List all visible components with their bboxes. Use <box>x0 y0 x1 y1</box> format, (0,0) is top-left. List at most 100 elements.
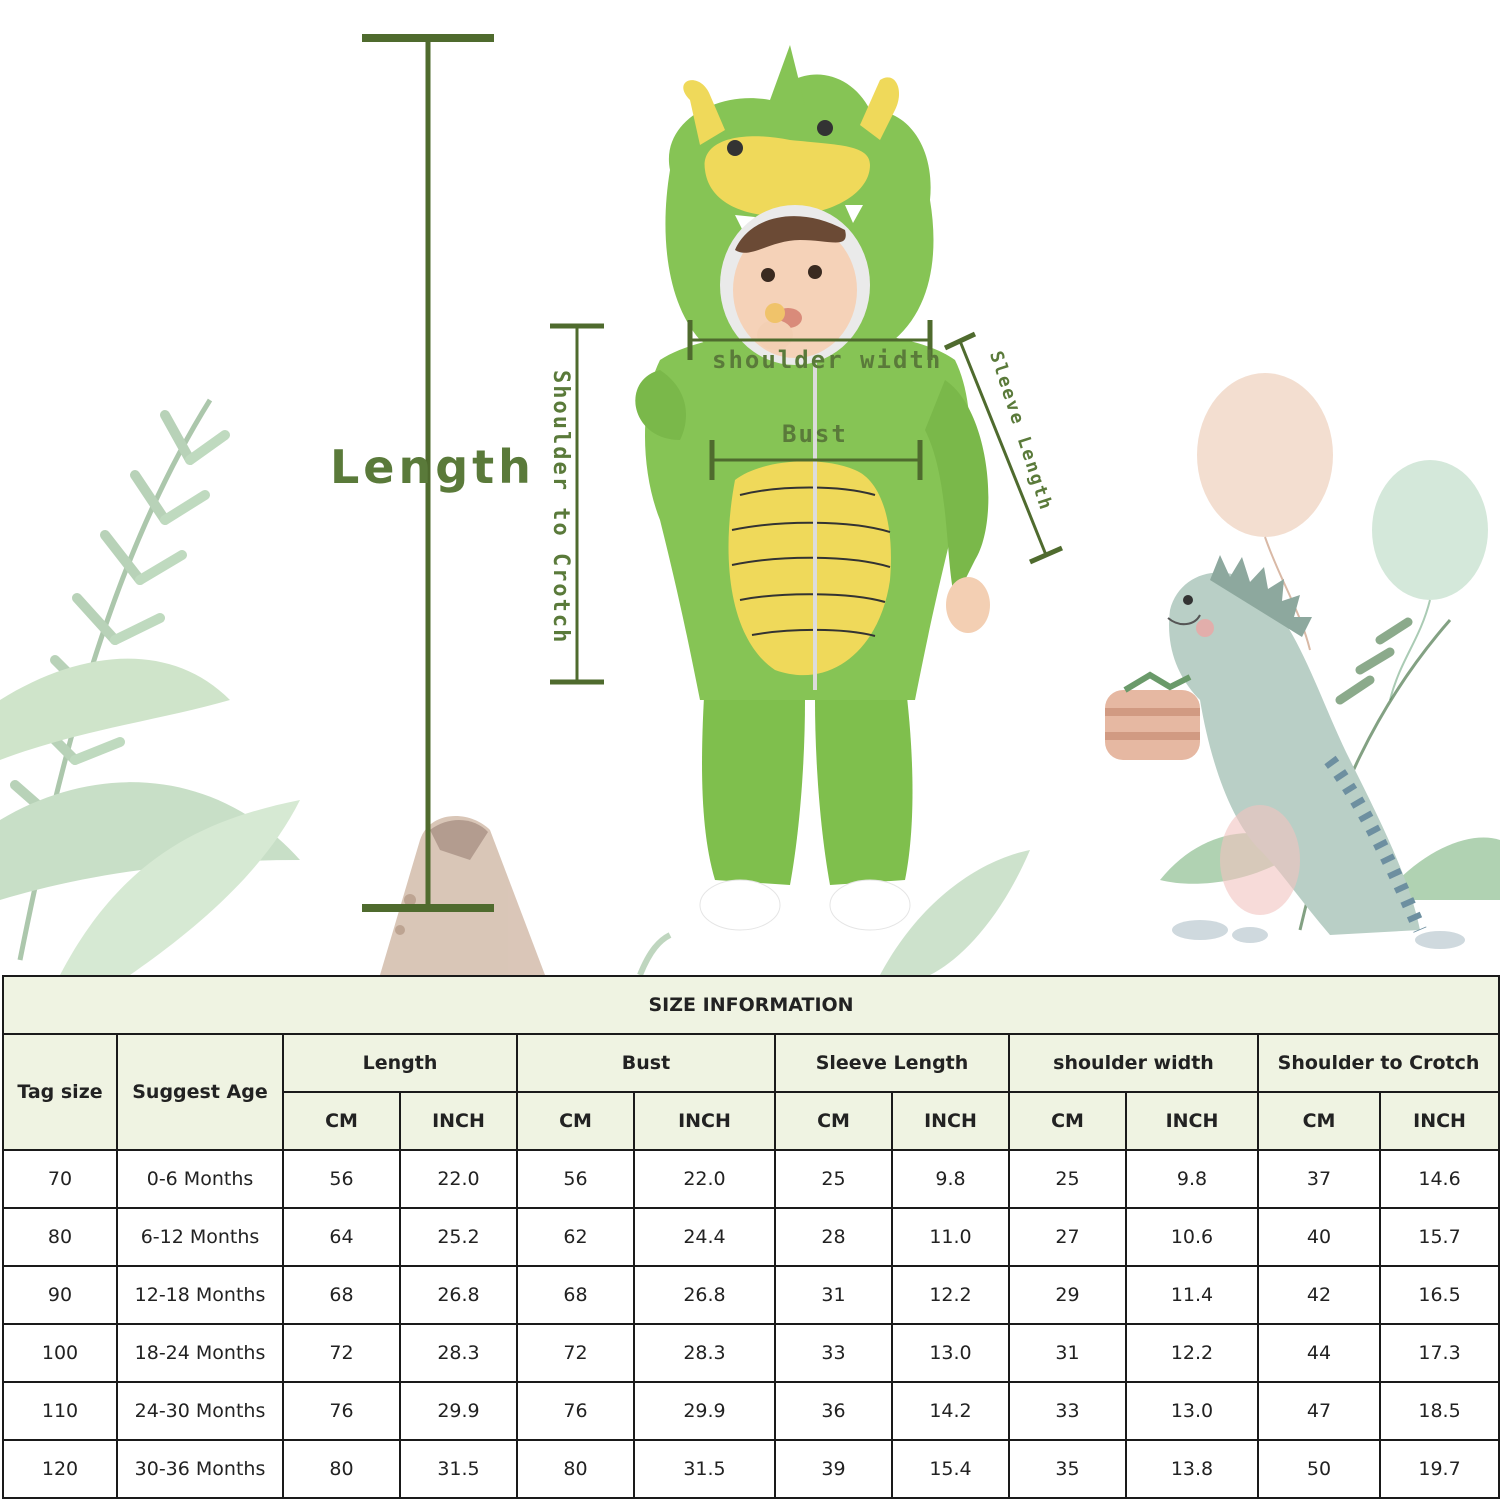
table-cell: 11.0 <box>891 1207 1010 1267</box>
table-cell: 40 <box>1257 1207 1381 1267</box>
unit-inch-header: INCH <box>1378 1091 1500 1151</box>
table-cell: 26.8 <box>399 1265 518 1325</box>
table-cell: 76 <box>282 1381 401 1441</box>
table-cell: 37 <box>1257 1149 1381 1209</box>
table-cell: 25 <box>1008 1149 1127 1209</box>
baby-romper-photo <box>635 45 990 931</box>
unit-cm-header: CM <box>1257 1091 1381 1151</box>
table-cell: 80 <box>516 1439 635 1499</box>
table-cell: 29.9 <box>633 1381 776 1441</box>
measurement-lines <box>362 34 1064 912</box>
table-cell: 25.2 <box>399 1207 518 1267</box>
table-title: SIZE INFORMATION <box>1 975 1500 1035</box>
table-cell: 10.6 <box>1125 1207 1259 1267</box>
table-cell: 6-12 Months <box>116 1207 284 1267</box>
table-row: 70 0-6 Months 56 22.0 56 22.0 25 9.8 25 … <box>2 1149 1500 1209</box>
table-cell: 26.8 <box>633 1265 776 1325</box>
table-cell: 39 <box>774 1439 893 1499</box>
table-cell: 42 <box>1257 1265 1381 1325</box>
rock-illustration <box>380 816 545 975</box>
table-cell: 72 <box>516 1323 635 1383</box>
table-cell: 31 <box>774 1265 893 1325</box>
table-cell: 90 <box>2 1265 118 1325</box>
unit-cm-header: CM <box>1008 1091 1127 1151</box>
table-cell: 12.2 <box>891 1265 1010 1325</box>
table-row: 90 12-18 Months 68 26.8 68 26.8 31 12.2 … <box>2 1265 1500 1325</box>
table-cell: 18-24 Months <box>116 1323 284 1383</box>
table-cell: 33 <box>1008 1381 1127 1441</box>
unit-inch-header: INCH <box>1125 1091 1259 1151</box>
table-cell: 13.0 <box>1125 1381 1259 1441</box>
shoulder-width-label: shoulder width <box>712 346 943 374</box>
shoulder-width-header: shoulder width <box>1008 1033 1259 1093</box>
table-cell: 24-30 Months <box>116 1381 284 1441</box>
table-row: 110 24-30 Months 76 29.9 76 29.9 36 14.2… <box>2 1381 1500 1441</box>
unit-cm-header: CM <box>774 1091 893 1151</box>
table-cell: 100 <box>2 1323 118 1383</box>
table-cell: 27 <box>1008 1207 1127 1267</box>
table-cell: 76 <box>516 1381 635 1441</box>
table-cell: 80 <box>282 1439 401 1499</box>
table-cell: 68 <box>516 1265 635 1325</box>
table-cell: 22.0 <box>399 1149 518 1209</box>
table-row: 120 30-36 Months 80 31.5 80 31.5 39 15.4… <box>2 1439 1500 1499</box>
shoulder-to-crotch-label: Shoulder to Crotch <box>548 370 573 645</box>
table-cell: 14.6 <box>1378 1149 1500 1209</box>
product-illustration: Length Shoulder to Crotch shoulder width… <box>0 34 1500 975</box>
table-cell: 24.4 <box>633 1207 776 1267</box>
tag-size-header: Tag size <box>2 1033 118 1151</box>
table-cell: 25 <box>774 1149 893 1209</box>
table-cell: 56 <box>516 1149 635 1209</box>
table-cell: 30-36 Months <box>116 1439 284 1499</box>
left-leaves-illustration <box>0 398 300 975</box>
table-cell: 28 <box>774 1207 893 1267</box>
table-cell: 22.0 <box>633 1149 776 1209</box>
table-cell: 9.8 <box>1125 1149 1259 1209</box>
illustration-artwork <box>0 34 1500 975</box>
table-cell: 19.7 <box>1378 1439 1500 1499</box>
bust-header: Bust <box>516 1033 776 1093</box>
table-cell: 18.5 <box>1378 1381 1500 1441</box>
table-cell: 70 <box>2 1149 118 1209</box>
table-cell: 13.8 <box>1125 1439 1259 1499</box>
table-cell: 29 <box>1008 1265 1127 1325</box>
unit-cm-header: CM <box>282 1091 401 1151</box>
length-label: Length <box>330 440 535 494</box>
table-cell: 28.3 <box>633 1323 776 1383</box>
table-row: 100 18-24 Months 72 28.3 72 28.3 33 13.0… <box>2 1323 1500 1383</box>
table-cell: 33 <box>774 1323 893 1383</box>
table-cell: 11.4 <box>1125 1265 1259 1325</box>
table-cell: 31.5 <box>633 1439 776 1499</box>
center-leaves-illustration <box>637 850 1030 975</box>
sleeve-length-header: Sleeve Length <box>774 1033 1010 1093</box>
table-cell: 13.0 <box>891 1323 1010 1383</box>
table-cell: 17.3 <box>1378 1323 1500 1383</box>
table-cell: 47 <box>1257 1381 1381 1441</box>
table-cell: 31.5 <box>399 1439 518 1499</box>
table-cell: 15.4 <box>891 1439 1010 1499</box>
table-cell: 68 <box>282 1265 401 1325</box>
shoulder-to-crotch-header: Shoulder to Crotch <box>1256 1033 1500 1093</box>
table-cell: 0-6 Months <box>116 1149 284 1209</box>
table-cell: 72 <box>282 1323 401 1383</box>
balloons-illustration <box>1197 373 1488 701</box>
unit-cm-header: CM <box>516 1091 635 1151</box>
size-rows: 70 0-6 Months 56 22.0 56 22.0 25 9.8 25 … <box>2 1149 1500 1499</box>
table-cell: 12.2 <box>1125 1323 1259 1383</box>
size-information-table: SIZE INFORMATION Tag size Suggest Age Le… <box>1 975 1500 1499</box>
table-cell: 36 <box>774 1381 893 1441</box>
table-cell: 14.2 <box>891 1381 1010 1441</box>
dinosaur-illustration <box>1105 555 1465 949</box>
sleeve-line <box>958 340 1048 556</box>
unit-inch-header: INCH <box>633 1091 776 1151</box>
table-cell: 31 <box>1008 1323 1127 1383</box>
table-cell: 120 <box>2 1439 118 1499</box>
length-header: Length <box>282 1033 518 1093</box>
table-cell: 64 <box>282 1207 401 1267</box>
table-cell: 16.5 <box>1378 1265 1500 1325</box>
table-row: 80 6-12 Months 64 25.2 62 24.4 28 11.0 2… <box>2 1207 1500 1267</box>
table-cell: 35 <box>1008 1439 1127 1499</box>
suggest-age-header: Suggest Age <box>116 1033 284 1151</box>
bust-label: Bust <box>782 420 848 448</box>
table-cell: 44 <box>1257 1323 1381 1383</box>
